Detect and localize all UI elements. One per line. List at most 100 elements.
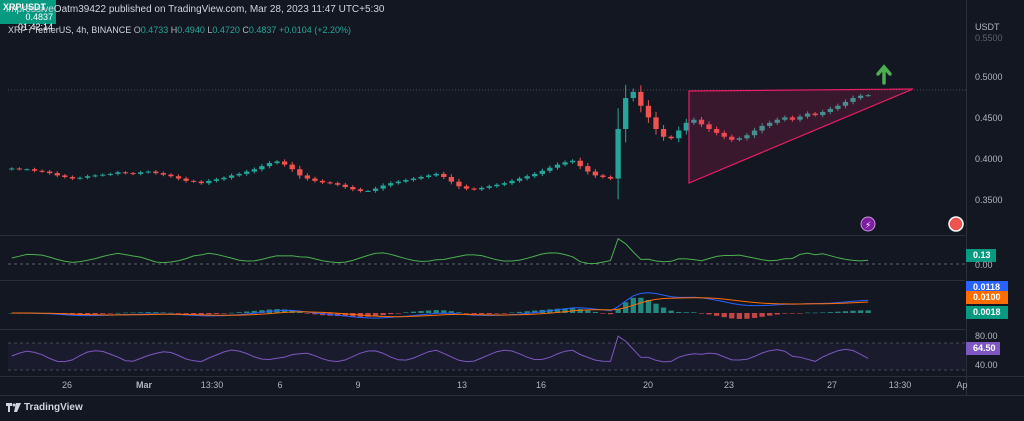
pane-separator-1[interactable] [0,235,965,236]
histogram-bar [206,313,212,315]
candle [820,109,826,118]
candle-body [751,130,758,136]
histogram-bar [668,310,674,313]
candle [395,180,401,185]
price-axis[interactable] [966,0,1024,395]
candle [516,176,523,183]
rsi-lower-tick: 40.00 [975,360,998,370]
candle [479,186,485,191]
candle-body [183,178,189,181]
histogram-bar [380,313,386,316]
candle [357,187,364,193]
candle-body [433,173,439,176]
time-axis[interactable] [0,376,1024,395]
time-tick: 6 [277,380,283,390]
candle-body [456,181,462,187]
candle-body [115,172,121,174]
histogram-bar [418,311,424,313]
candle-body [850,98,856,102]
event-marker-glyph: ⚡ [865,220,871,230]
candle [827,106,833,115]
candle [706,121,712,132]
pane-separator-3[interactable] [0,329,965,330]
candle-body [168,174,174,177]
open-label: O [133,25,141,35]
symbol-title[interactable]: XRP / TetherUS, 4h, BINANCE [8,25,132,35]
candle-body [509,180,515,184]
oscillator-zero-tick: 0.00 [975,260,993,270]
histogram-bar [160,312,167,314]
candle [835,103,841,112]
candle [137,170,144,176]
symbol-legend: XRP / TetherUS, 4h, BINANCE O0.4733 H0.4… [8,25,351,35]
candle [842,99,849,109]
time-tick: 13 [456,380,468,390]
candle [759,123,765,134]
candle-body [319,180,326,183]
histogram-bar [175,313,182,314]
candle [751,127,758,138]
candle-body [107,173,113,175]
candle-body [153,171,159,174]
price-tag-value: 0.4837 [25,12,53,22]
histogram-bar [433,310,439,313]
candle-body [380,185,386,189]
histogram-bar [9,313,15,314]
candle [92,174,98,178]
candle-body [92,175,98,177]
candle [47,170,53,175]
candle-body [524,176,530,179]
histogram-bar [789,313,796,314]
histogram-bar [183,313,189,314]
pane-separator-2[interactable] [0,280,965,281]
candle [266,160,273,169]
candle-body [585,166,591,172]
histogram-bar [850,310,856,313]
price-tick: 0.3500 [975,195,1003,205]
rsi-value-tag: 64.50 [966,342,1000,355]
price-tick: 0.5000 [975,72,1003,82]
macd-line-tag: 0.0118 [966,281,1008,294]
change-value: +0.0104 (+2.20%) [278,25,352,35]
candle [713,126,720,136]
candle [501,181,508,187]
chart-canvas[interactable]: ⚡ [0,0,966,378]
histogram-bar [228,312,235,314]
footer-bar [0,395,1024,421]
candle [630,88,636,102]
candle [683,118,689,135]
candle-body [569,160,576,163]
histogram-bar [797,313,803,314]
histogram-bar [729,313,735,319]
candle [221,176,227,181]
candle-body [24,169,30,171]
histogram-bar [463,313,470,314]
candle [372,186,379,193]
high-label: H [170,25,178,35]
breakout-arrow-icon [876,64,892,85]
candle [410,176,417,182]
histogram-bar [100,313,106,314]
histogram-bar [335,313,341,317]
histogram-bar [115,312,121,314]
candle [327,181,333,185]
candle-body [691,119,697,123]
candle [365,189,371,192]
candle [767,120,773,129]
high-value: 0.4940 [177,25,205,35]
candle-body [54,173,60,176]
candle-body [441,173,447,177]
candle [782,115,788,122]
histogram-bar [562,308,568,313]
histogram-bar [676,312,682,313]
candle [539,168,545,177]
candle-body [350,187,356,190]
candle-body [312,178,318,181]
histogram-bar [297,311,303,313]
histogram-bar [168,312,174,314]
histogram-bar [713,313,720,316]
time-tick: Mar [135,380,153,390]
candle-body [9,168,15,170]
candle-body [388,183,394,186]
candle-body [736,138,743,140]
